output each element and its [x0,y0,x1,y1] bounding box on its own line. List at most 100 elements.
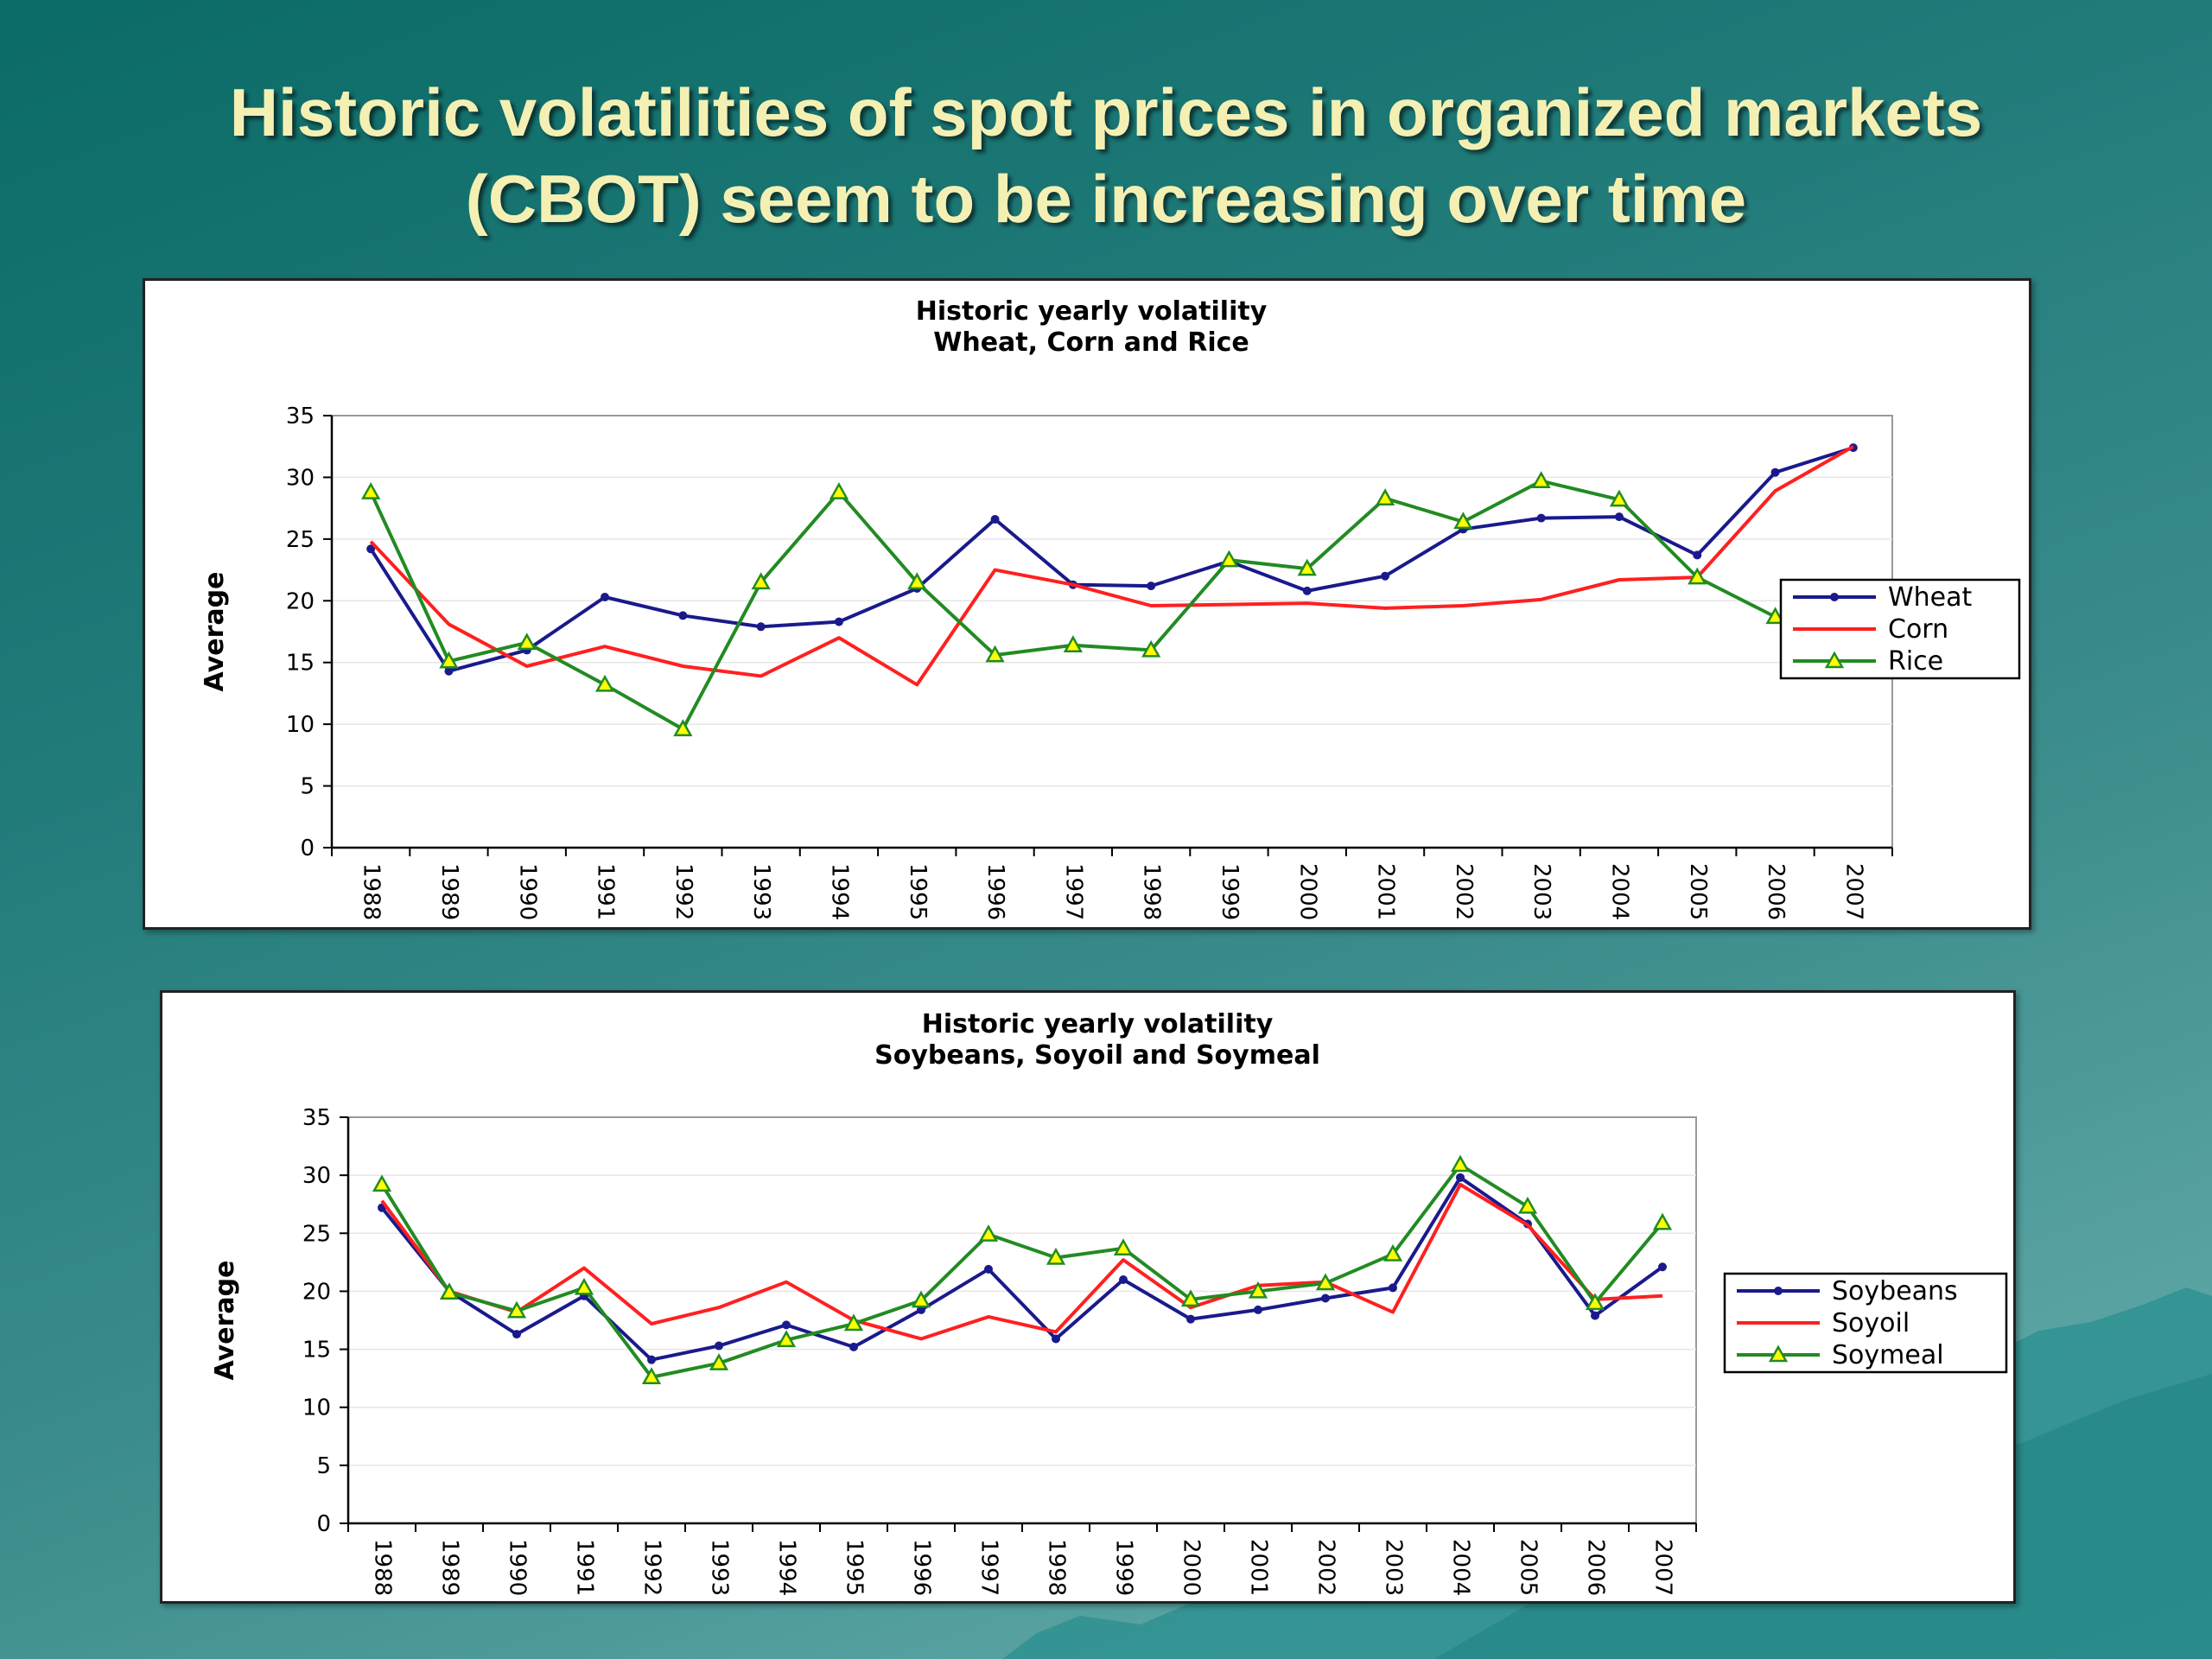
point-soymeal [1517,1196,1538,1214]
point-wheat [366,544,376,554]
x-tick-label: 2006 [1583,1539,1609,1596]
x-tick-label: 2004 [1606,863,1632,920]
slide-title-line2: (CBOT) seem to be increasing over time [465,161,1747,237]
legend-marker-rice [1824,651,1845,669]
point-rice [1375,488,1395,505]
legend-label-corn: Corn [1888,614,1948,645]
point-soymeal [372,1174,392,1192]
point-soymeal [1450,1154,1471,1173]
point-soymeal [978,1224,999,1242]
point-rice [1297,558,1317,576]
point-soymeal [843,1313,864,1332]
x-tick-label: 2005 [1685,863,1711,920]
x-tick-label: 1995 [842,1539,868,1596]
point-soybeans [782,1320,791,1330]
point-soybeans [1389,1283,1397,1293]
y-tick-label: 5 [300,774,315,800]
point-soybeans [1321,1294,1330,1303]
x-tick-label: 1998 [1139,863,1165,920]
point-soybeans [1119,1275,1128,1284]
y-tick-label: 10 [302,1395,331,1421]
x-tick-label: 2004 [1448,1539,1474,1596]
point-rice [1141,639,1161,658]
x-tick-label: 1990 [514,863,540,920]
point-rice [751,572,771,590]
chart-title-line2: Soybeans, Soyoil and Soymeal [874,1040,1320,1071]
x-tick-label: 1999 [1111,1539,1137,1596]
x-tick-label: 2007 [1650,1539,1676,1596]
x-tick-label: 1989 [436,863,462,920]
point-rice [594,674,615,692]
point-soymeal [1652,1212,1673,1230]
x-tick-label: 2001 [1373,863,1399,920]
x-tick-label: 2003 [1529,863,1554,920]
point-soymeal [1046,1247,1066,1265]
x-tick-label: 1995 [905,863,931,920]
point-rice [1688,567,1707,585]
legend-marker-soymeal [1768,1344,1789,1363]
x-tick-label: 1999 [1217,863,1243,920]
point-wheat [756,622,766,632]
point-soybeans [512,1330,521,1339]
y-tick-label: 20 [302,1279,331,1305]
point-soybeans [647,1355,656,1364]
y-tick-label: 35 [286,404,315,429]
legend-label-soybeans: Soybeans [1832,1276,1958,1306]
point-soybeans [849,1342,858,1351]
legend-label-wheat: Wheat [1888,582,1973,613]
point-soymeal [574,1277,594,1295]
point-wheat [1381,571,1390,581]
x-tick-label: 2006 [1763,863,1789,920]
point-wheat [1693,550,1702,560]
legend-marker-wheat [1830,593,1839,601]
x-tick-label: 1993 [748,863,774,920]
series-line-corn [369,444,1854,687]
x-tick-label: 2000 [1179,1539,1205,1596]
y-tick-label: 30 [302,1163,331,1189]
x-tick-label: 1991 [572,1539,598,1596]
point-rice [1609,489,1630,507]
point-wheat [990,515,1000,524]
y-tick-label: 20 [286,588,315,614]
point-wheat [1302,586,1312,595]
x-tick-label: 2007 [1840,863,1866,920]
chart-panel-wheat-corn-rice: Historic yearly volatility Wheat, Corn an… [143,278,2031,930]
point-rice [1531,471,1551,488]
x-tick-label: 2003 [1381,1539,1407,1596]
x-tick-label: 1991 [593,863,619,920]
x-tick-label: 2005 [1516,1539,1541,1596]
point-rice [1063,635,1083,652]
y-tick-label: 30 [286,465,315,491]
point-soybeans [1591,1311,1599,1320]
x-tick-label: 1990 [505,1539,531,1596]
x-tick-label: 2000 [1294,863,1320,920]
point-soybeans [1254,1305,1262,1314]
y-tick-label: 0 [300,836,315,861]
x-tick-label: 1996 [909,1539,935,1596]
x-tick-label: 1994 [774,1539,800,1596]
point-soymeal [1248,1281,1268,1299]
y-tick-label: 35 [302,1105,331,1131]
x-tick-label: 1997 [1060,863,1086,920]
point-wheat [678,611,688,620]
point-rice [1765,607,1785,625]
point-rice [439,651,459,669]
x-tick-label: 1997 [976,1539,1002,1596]
x-tick-label: 1994 [826,863,852,920]
point-rice [673,719,693,737]
chart-panel-soy: Historic yearly volatility Soybeans, Soyo… [160,990,2016,1604]
series-line-soybeans [380,1175,1664,1362]
point-wheat [1147,582,1156,591]
plot-area [331,415,1893,849]
point-wheat [1614,512,1624,522]
point-wheat [1536,513,1546,523]
point-soymeal [439,1282,460,1300]
y-tick-label: 15 [302,1338,331,1363]
point-rice [829,482,849,499]
point-soymeal [1382,1243,1403,1262]
x-tick-label: 1992 [639,1539,665,1596]
point-rice [517,632,537,651]
x-tick-label: 1989 [437,1539,463,1596]
point-soymeal [1180,1289,1201,1307]
